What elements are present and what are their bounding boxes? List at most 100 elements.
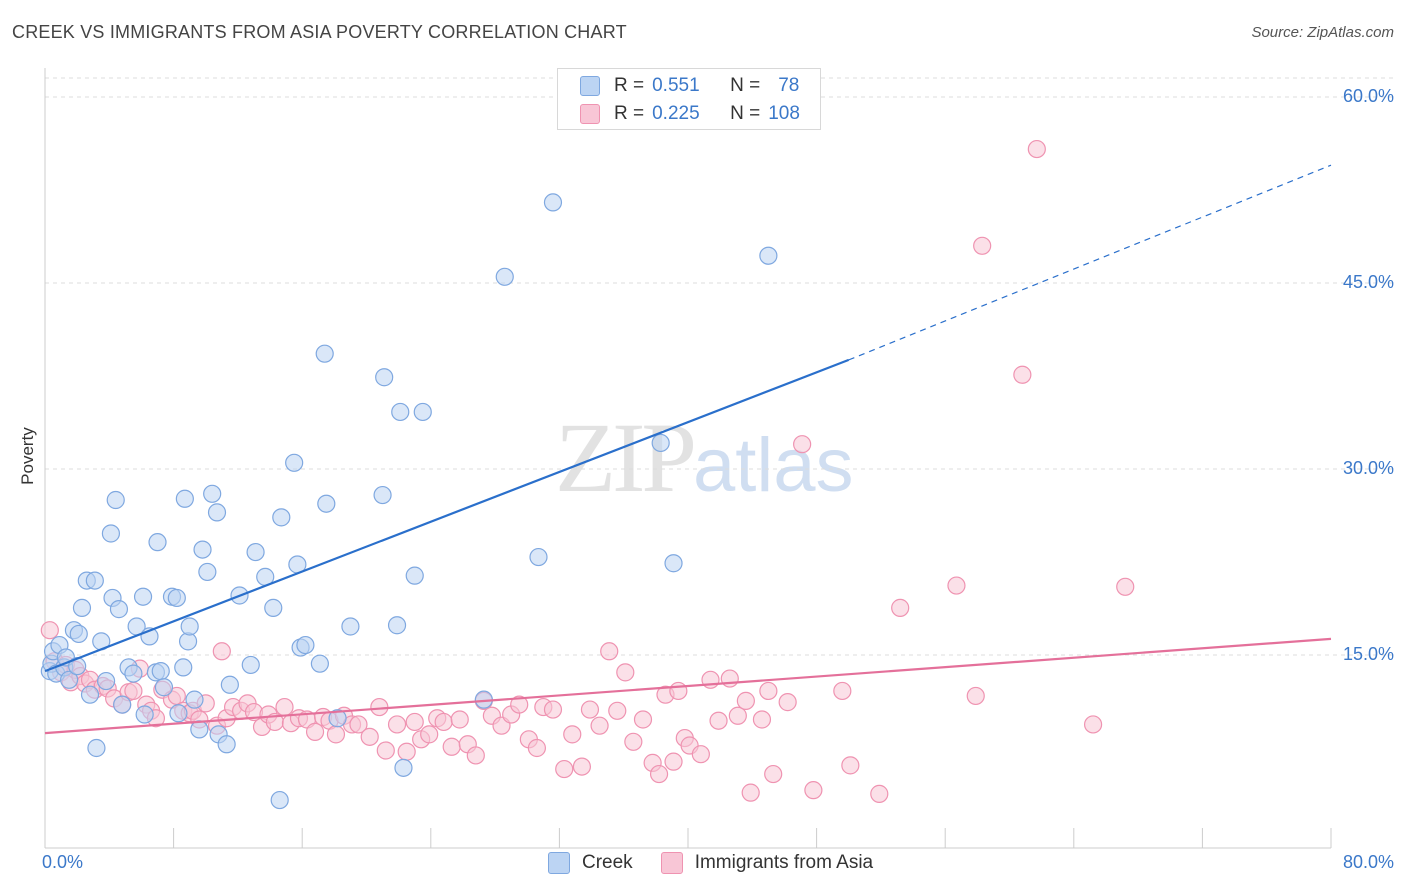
- asia-point: [360, 727, 379, 746]
- creek-point: [85, 571, 104, 590]
- asia-point: [572, 757, 592, 776]
- creek-point: [60, 670, 79, 689]
- legend-swatch-creek: [580, 76, 600, 96]
- creek-point: [315, 344, 334, 363]
- asia-point: [600, 642, 619, 661]
- creek-point: [413, 402, 432, 422]
- y-tick-label: 45.0%: [1342, 272, 1394, 292]
- asia-point: [397, 742, 416, 761]
- creek-point: [180, 617, 199, 636]
- creek-point: [296, 635, 315, 655]
- trend-lines: [44, 164, 1332, 735]
- creek-point: [272, 508, 291, 527]
- creek-point: [154, 678, 174, 697]
- x-tick-label-min: 0.0%: [42, 852, 84, 872]
- creek-point: [246, 542, 265, 562]
- asia-point: [664, 752, 683, 771]
- asia-point: [616, 663, 635, 682]
- asia-point: [608, 701, 627, 720]
- chart-source: Source: ZipAtlas.com: [1251, 24, 1394, 41]
- creek-point: [135, 705, 154, 724]
- legend-item-asia[interactable]: Immigrants from Asia: [660, 852, 874, 874]
- legend-row-asia: R = 0.225 N = 108: [580, 101, 800, 127]
- asia-point: [405, 712, 424, 732]
- y-tick-label: 30.0%: [1342, 458, 1394, 478]
- creek-point: [169, 704, 188, 723]
- creek-point: [72, 598, 92, 617]
- asia-points: [40, 139, 1135, 803]
- creek-point: [106, 490, 125, 510]
- creek-point: [193, 540, 212, 559]
- asia-point: [966, 686, 985, 706]
- asia-point: [833, 681, 852, 701]
- legend-n-value: 108: [768, 103, 800, 124]
- asia-point: [326, 725, 346, 744]
- asia-point: [387, 715, 407, 734]
- creek-point: [495, 267, 514, 286]
- creek-point: [264, 598, 283, 617]
- asia-point: [349, 715, 368, 734]
- asia-point: [870, 784, 889, 803]
- creek-point: [80, 685, 100, 704]
- legend-swatch-asia: [580, 104, 600, 124]
- asia-point: [466, 746, 485, 765]
- x-tick-label-max: 80.0%: [1342, 852, 1394, 872]
- asia-point: [275, 697, 294, 717]
- creek-point: [175, 489, 194, 508]
- creek-point: [391, 402, 410, 422]
- creek-point: [190, 720, 209, 739]
- creek-point: [96, 671, 116, 691]
- legend-stats: R = 0.551 N = 78 R = 0.225 N = 108: [557, 68, 821, 130]
- creek-point: [375, 368, 394, 387]
- legend-label-asia: Immigrants from Asia: [694, 852, 874, 873]
- asia-point: [973, 236, 992, 255]
- creek-point: [317, 494, 336, 513]
- axes: [44, 68, 1332, 849]
- creek-point: [285, 453, 304, 472]
- asia-point: [741, 783, 760, 802]
- y-tick-label: 15.0%: [1342, 644, 1394, 664]
- asia-point: [633, 710, 653, 729]
- creek-point: [174, 658, 193, 677]
- asia-point: [376, 741, 395, 760]
- legend-n-value: 78: [778, 75, 800, 96]
- creek-point: [148, 533, 167, 552]
- creek-point: [341, 617, 360, 636]
- asia-point: [649, 764, 669, 784]
- creek-trend-line: [44, 358, 850, 673]
- asia-point: [1083, 715, 1103, 734]
- creek-point: [167, 588, 186, 608]
- creek-point: [220, 675, 239, 694]
- asia-point: [563, 725, 582, 744]
- creek-point: [217, 735, 236, 754]
- asia-point: [442, 737, 461, 756]
- asia-point: [736, 691, 755, 710]
- creek-point: [113, 695, 132, 714]
- asia-point: [728, 706, 747, 725]
- asia-point: [778, 693, 797, 712]
- asia-point: [804, 781, 823, 800]
- asia-point: [752, 710, 772, 729]
- chart-title: CREEK VS IMMIGRANTS FROM ASIA POVERTY CO…: [12, 22, 627, 42]
- asia-point: [709, 711, 728, 730]
- legend-series: Creek Immigrants from Asia: [548, 852, 901, 874]
- legend-item-creek[interactable]: Creek: [548, 852, 633, 874]
- creek-point: [328, 709, 347, 728]
- asia-point: [1116, 577, 1135, 596]
- creek-point: [198, 562, 217, 582]
- creek-point: [101, 524, 121, 543]
- creek-point: [133, 587, 153, 606]
- asia-point: [305, 722, 325, 741]
- creek-point: [203, 484, 222, 503]
- creek-point: [543, 193, 563, 212]
- legend-n-label: N =: [730, 75, 761, 96]
- creek-point: [151, 662, 170, 681]
- y-tick-label: 60.0%: [1342, 86, 1394, 106]
- asia-point: [624, 732, 643, 751]
- asia-point: [1013, 365, 1032, 384]
- creek-point: [87, 738, 106, 758]
- asia-point: [527, 738, 546, 758]
- creek-point: [651, 433, 670, 453]
- legend-r-value: 0.225: [652, 103, 700, 124]
